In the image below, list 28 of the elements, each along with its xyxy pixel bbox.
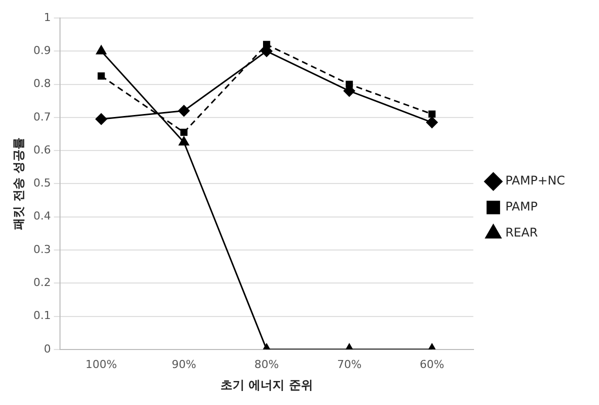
y-tick-label: 0.9 — [33, 44, 51, 57]
point — [180, 128, 188, 136]
point — [178, 105, 190, 117]
y-tick-label: 0.5 — [33, 176, 51, 190]
y-tick-label: 1 — [44, 10, 51, 24]
point — [98, 72, 105, 80]
y-tick-label: 0.2 — [33, 276, 51, 289]
point — [426, 116, 438, 128]
y-tick-label: 0.1 — [33, 309, 51, 322]
y-tick-label: 0.3 — [33, 242, 51, 256]
y-tick-label: 0.6 — [33, 143, 51, 156]
y-tick-label: 0 — [44, 342, 51, 356]
point — [178, 136, 190, 146]
legend-label: PAMP+NC — [505, 174, 566, 188]
x-tick-label: 80% — [254, 358, 279, 371]
legend-label: PAMP — [505, 200, 538, 214]
x-tick-label: 90% — [172, 358, 196, 371]
y-tick-label: 0.7 — [33, 110, 51, 124]
x-tick-label: 60% — [420, 358, 444, 371]
x-tick-label: 70% — [337, 358, 362, 371]
y-tick-label: 0.8 — [33, 77, 51, 90]
y-axis-title: 패킷 전송 성공률 — [11, 138, 26, 230]
x-axis-title: 초기 에너지 준위 — [220, 378, 313, 392]
y-tick-label: 0.4 — [33, 210, 51, 223]
legend-label: REAR — [505, 226, 538, 240]
point — [428, 110, 436, 118]
x-tick-label: 100% — [86, 358, 117, 371]
point — [95, 113, 107, 125]
